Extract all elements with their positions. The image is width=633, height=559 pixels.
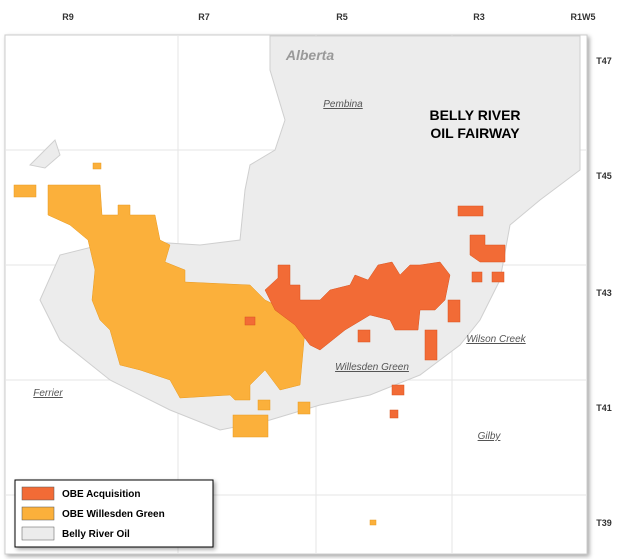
township-label: T41 <box>596 403 612 413</box>
legend-swatch <box>21 506 55 521</box>
legend-swatch <box>21 486 55 501</box>
range-label: R7 <box>198 12 210 22</box>
range-label: R9 <box>62 12 74 22</box>
township-label: T43 <box>596 288 612 298</box>
legend-swatch <box>21 526 55 541</box>
range-label: R5 <box>336 12 348 22</box>
legend: OBE Acquisition OBE Willesden Green Belly … <box>14 479 214 548</box>
township-label: T47 <box>596 56 612 66</box>
town-label: Ferrier <box>33 388 63 399</box>
township-label: T39 <box>596 518 612 528</box>
map-title: OIL FAIRWAY <box>430 125 520 141</box>
fairway-patch <box>28 139 61 169</box>
acquisition-lands <box>244 205 506 419</box>
range-label: R1W5 <box>570 12 595 22</box>
map-title: BELLY RIVER <box>429 107 520 123</box>
legend-label: Belly River Oil <box>62 529 130 540</box>
range-label: R3 <box>473 12 485 22</box>
legend-label: OBE Willesden Green <box>62 509 165 520</box>
willesden-green-lands <box>13 162 377 526</box>
town-label: Pembina <box>323 99 363 110</box>
legend-label: OBE Acquisition <box>62 489 141 500</box>
town-label: Gilby <box>478 431 502 442</box>
town-label: Willesden Green <box>335 362 409 373</box>
town-label: Wilson Creek <box>466 334 526 345</box>
township-label: T45 <box>596 171 612 181</box>
province-label: Alberta <box>285 47 334 63</box>
